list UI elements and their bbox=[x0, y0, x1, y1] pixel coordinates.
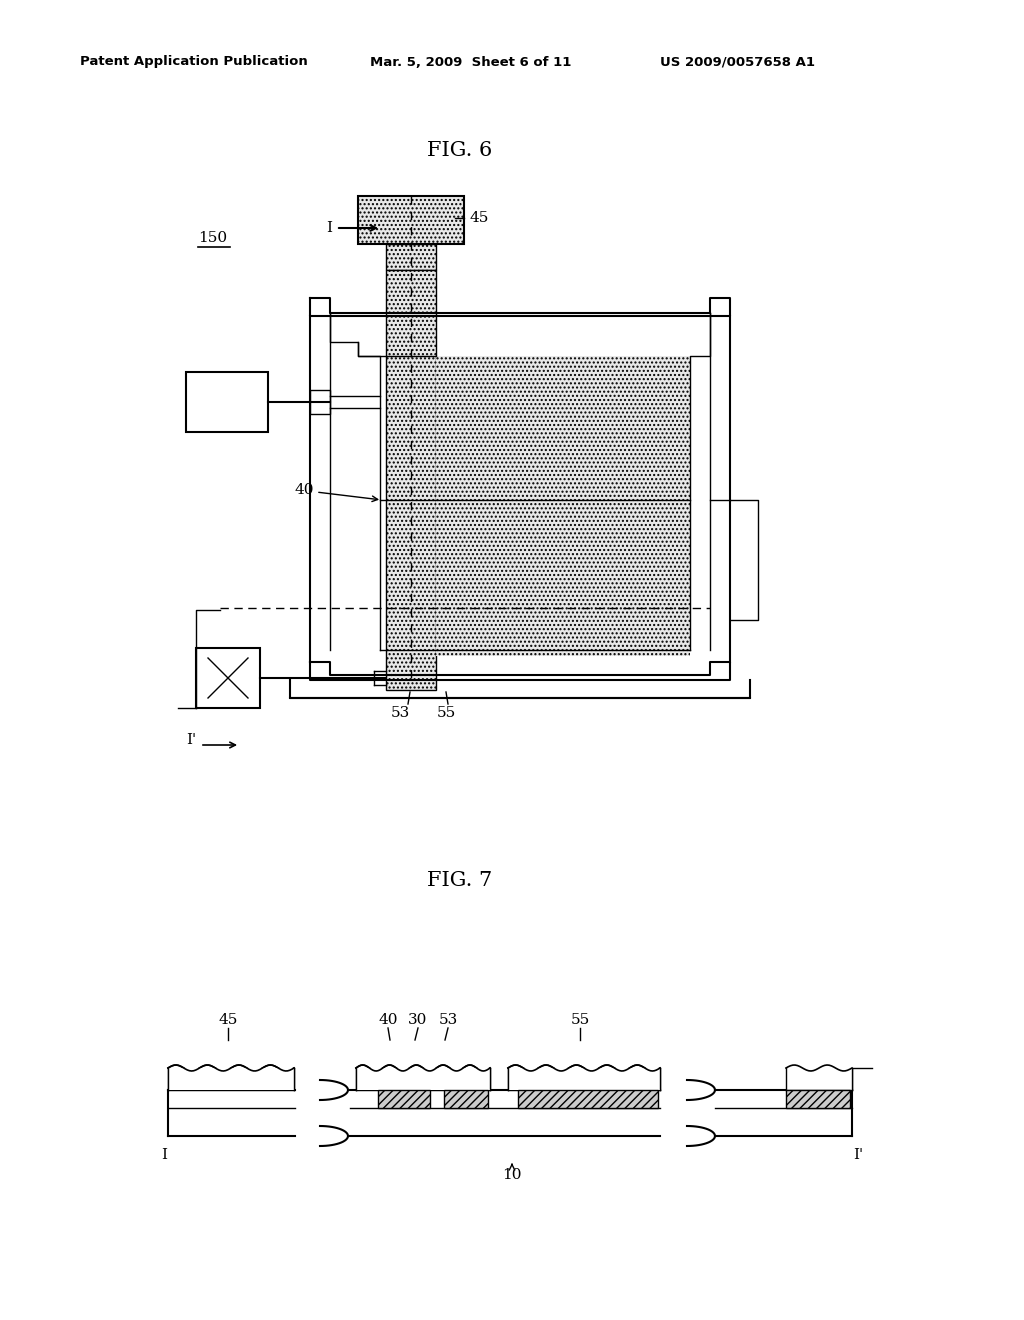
Bar bbox=[196, 648, 260, 708]
Polygon shape bbox=[444, 1090, 488, 1107]
Text: I: I bbox=[161, 1148, 167, 1162]
Text: 30: 30 bbox=[409, 1012, 428, 1027]
Text: I': I' bbox=[853, 1148, 863, 1162]
Polygon shape bbox=[378, 1090, 430, 1107]
Text: Mar. 5, 2009  Sheet 6 of 11: Mar. 5, 2009 Sheet 6 of 11 bbox=[370, 55, 571, 69]
Text: 45: 45 bbox=[218, 1012, 238, 1027]
Text: Patent Application Publication: Patent Application Publication bbox=[80, 55, 308, 69]
Text: I: I bbox=[326, 220, 332, 235]
Polygon shape bbox=[386, 271, 436, 690]
Text: I': I' bbox=[186, 733, 197, 747]
Text: 10: 10 bbox=[502, 1168, 522, 1181]
Text: US 2009/0057658 A1: US 2009/0057658 A1 bbox=[660, 55, 815, 69]
Bar bbox=[786, 1068, 852, 1090]
Text: FIG. 7: FIG. 7 bbox=[427, 870, 493, 890]
Text: 55: 55 bbox=[436, 706, 456, 719]
Text: 53: 53 bbox=[390, 706, 410, 719]
Polygon shape bbox=[358, 195, 464, 244]
Text: 53: 53 bbox=[438, 1012, 458, 1027]
Polygon shape bbox=[786, 1090, 850, 1107]
Bar bbox=[186, 372, 268, 432]
Polygon shape bbox=[436, 356, 690, 656]
Bar bbox=[168, 1068, 294, 1090]
Polygon shape bbox=[386, 244, 436, 271]
Text: 40: 40 bbox=[295, 483, 314, 498]
Text: 40: 40 bbox=[378, 1012, 397, 1027]
Bar bbox=[508, 1068, 660, 1090]
Bar bbox=[356, 1068, 490, 1090]
Text: 55: 55 bbox=[570, 1012, 590, 1027]
Text: 45: 45 bbox=[470, 211, 489, 224]
Text: FIG. 6: FIG. 6 bbox=[427, 140, 493, 160]
Bar bbox=[310, 389, 330, 414]
Text: 150: 150 bbox=[198, 231, 227, 246]
Polygon shape bbox=[518, 1090, 658, 1107]
